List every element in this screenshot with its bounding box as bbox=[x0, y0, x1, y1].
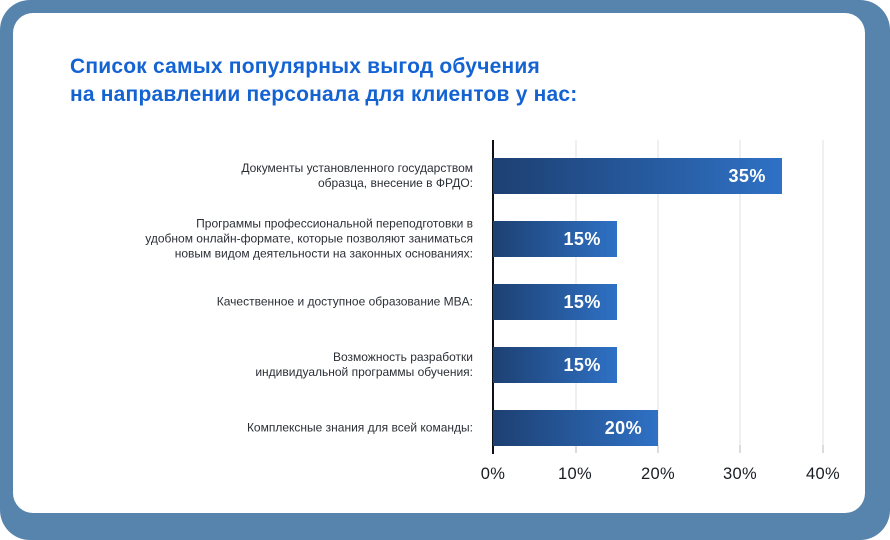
bar: 15% bbox=[493, 284, 617, 320]
x-axis-tick bbox=[575, 445, 577, 453]
bar-area: 15% bbox=[493, 347, 823, 383]
bar-value-label: 15% bbox=[563, 354, 601, 375]
x-axis-tick bbox=[822, 445, 824, 453]
x-tick-label: 0% bbox=[480, 465, 506, 483]
x-axis-tick bbox=[657, 445, 659, 453]
bar-value-label: 15% bbox=[563, 228, 601, 249]
chart-card: Список самых популярных выгод обучения н… bbox=[13, 13, 865, 513]
gridline-20 bbox=[657, 140, 659, 446]
gridline-40 bbox=[822, 140, 824, 446]
bar-chart: Документы установленного государством об… bbox=[78, 140, 853, 500]
x-tick-label: 20% bbox=[641, 465, 675, 483]
bar: 20% bbox=[493, 410, 658, 446]
gridline-30 bbox=[739, 140, 741, 446]
category-label: Документы установленного государством об… bbox=[241, 161, 473, 190]
bar-area: 35% bbox=[493, 158, 823, 194]
bar-area: 15% bbox=[493, 221, 823, 257]
category-label: Качественное и доступное образование MBA… bbox=[216, 294, 473, 309]
category-label: Комплексные знания для всей команды: bbox=[246, 420, 473, 435]
bar: 35% bbox=[493, 158, 782, 194]
chart-title: Список самых популярных выгод обучения н… bbox=[70, 55, 578, 106]
category-label: Возможность разработки индивидуальной пр… bbox=[255, 350, 473, 379]
bar: 15% bbox=[493, 347, 617, 383]
bar: 15% bbox=[493, 221, 617, 257]
bar-value-label: 15% bbox=[563, 291, 601, 312]
bar-area: 20% bbox=[493, 410, 823, 446]
bar-area: 15% bbox=[493, 284, 823, 320]
x-axis-tick bbox=[739, 445, 741, 453]
bar-value-label: 20% bbox=[604, 417, 642, 438]
category-label: Программы профессиональной переподготовк… bbox=[145, 216, 473, 261]
x-tick-label: 30% bbox=[723, 465, 757, 483]
bar-value-label: 35% bbox=[728, 165, 766, 186]
x-tick-label: 10% bbox=[558, 465, 592, 483]
x-tick-label: 40% bbox=[806, 465, 840, 483]
